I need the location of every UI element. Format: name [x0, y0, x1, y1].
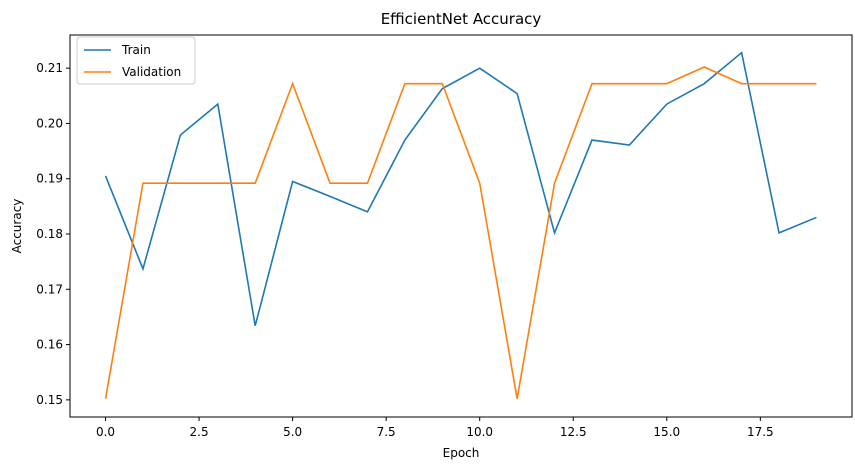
- x-tick-label: 12.5: [560, 425, 587, 439]
- y-tick-label: 0.15: [36, 393, 63, 407]
- chart-title: EfficientNet Accuracy: [381, 10, 542, 28]
- legend: Train Validation: [77, 37, 195, 84]
- plot-area: [106, 53, 817, 399]
- y-axis-ticks: 0.15 0.16 0.17 0.18 0.19 0.20 0.21: [36, 61, 70, 407]
- y-tick-label: 0.20: [36, 116, 63, 130]
- y-tick-label: 0.16: [36, 338, 63, 352]
- axes-frame: [70, 35, 852, 417]
- series-line-validation: [106, 67, 817, 399]
- series-line-train: [106, 53, 817, 326]
- x-tick-label: 0.0: [96, 425, 115, 439]
- x-axis-ticks: 0.0 2.5 5.0 7.5 10.0 12.5 15.0 17.5: [96, 417, 774, 439]
- x-tick-label: 10.0: [466, 425, 493, 439]
- x-tick-label: 17.5: [747, 425, 774, 439]
- legend-label-train: Train: [121, 43, 151, 57]
- legend-label-validation: Validation: [122, 65, 181, 79]
- x-tick-label: 5.0: [283, 425, 302, 439]
- y-tick-label: 0.17: [36, 282, 63, 296]
- y-tick-label: 0.21: [36, 61, 63, 75]
- x-axis-label: Epoch: [443, 446, 480, 460]
- y-axis-label: Accuracy: [10, 199, 24, 254]
- y-tick-label: 0.19: [36, 172, 63, 186]
- x-tick-label: 15.0: [653, 425, 680, 439]
- y-tick-label: 0.18: [36, 227, 63, 241]
- x-tick-label: 7.5: [377, 425, 396, 439]
- x-tick-label: 2.5: [190, 425, 209, 439]
